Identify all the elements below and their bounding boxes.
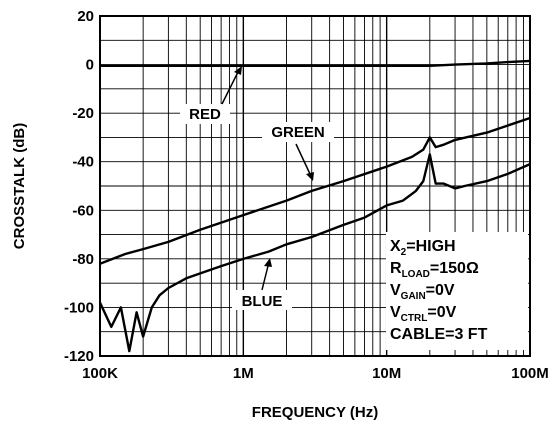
y-tick-label: -60 <box>72 202 94 219</box>
blue-label: BLUE <box>242 293 283 310</box>
y-tick-label: -80 <box>72 251 94 268</box>
green-arrow-line <box>295 143 311 175</box>
x-axis-label: FREQUENCY (Hz) <box>252 404 378 421</box>
x-tick-label: 100M <box>511 365 549 382</box>
green-annotation: GREEN <box>262 122 334 181</box>
red-arrow-line <box>221 71 239 105</box>
y-tick-label: -120 <box>64 348 94 365</box>
x-tick-label: 10M <box>372 365 401 382</box>
red-label: RED <box>189 106 221 123</box>
series-line-blue <box>98 153 531 353</box>
condition-line: VGAIN=0V <box>390 282 455 302</box>
y-tick-label: -100 <box>64 299 94 316</box>
y-tick-label: 0 <box>86 57 94 74</box>
condition-line: CABLE=3 FT <box>390 326 488 343</box>
y-tick-label: 20 <box>77 8 94 25</box>
blue-annotation: BLUE <box>232 258 292 310</box>
series-line-red <box>100 59 531 68</box>
y-tick-label: -40 <box>72 154 94 171</box>
plot-frame <box>99 15 531 357</box>
red-arrow-head <box>234 66 242 75</box>
condition-line: VCTRL=0V <box>390 304 457 324</box>
series-lines <box>98 59 531 353</box>
series-line-green <box>99 116 531 265</box>
x-tick-label: 100K <box>82 365 118 382</box>
green-label: GREEN <box>271 124 324 141</box>
y-tick-label: -20 <box>72 105 94 122</box>
condition-line: RLOAD=150Ω <box>390 260 479 280</box>
blue-arrow-line <box>261 265 269 291</box>
green-arrow-head <box>306 172 314 181</box>
conditions-box-bg <box>386 232 528 350</box>
x-tick-label: 1M <box>233 365 254 382</box>
y-axis-label: CROSSTALK (dB) <box>11 123 28 249</box>
condition-line: X2=HIGH <box>390 238 456 258</box>
blue-arrow-head <box>264 258 272 267</box>
red-annotation: RED <box>180 66 242 124</box>
